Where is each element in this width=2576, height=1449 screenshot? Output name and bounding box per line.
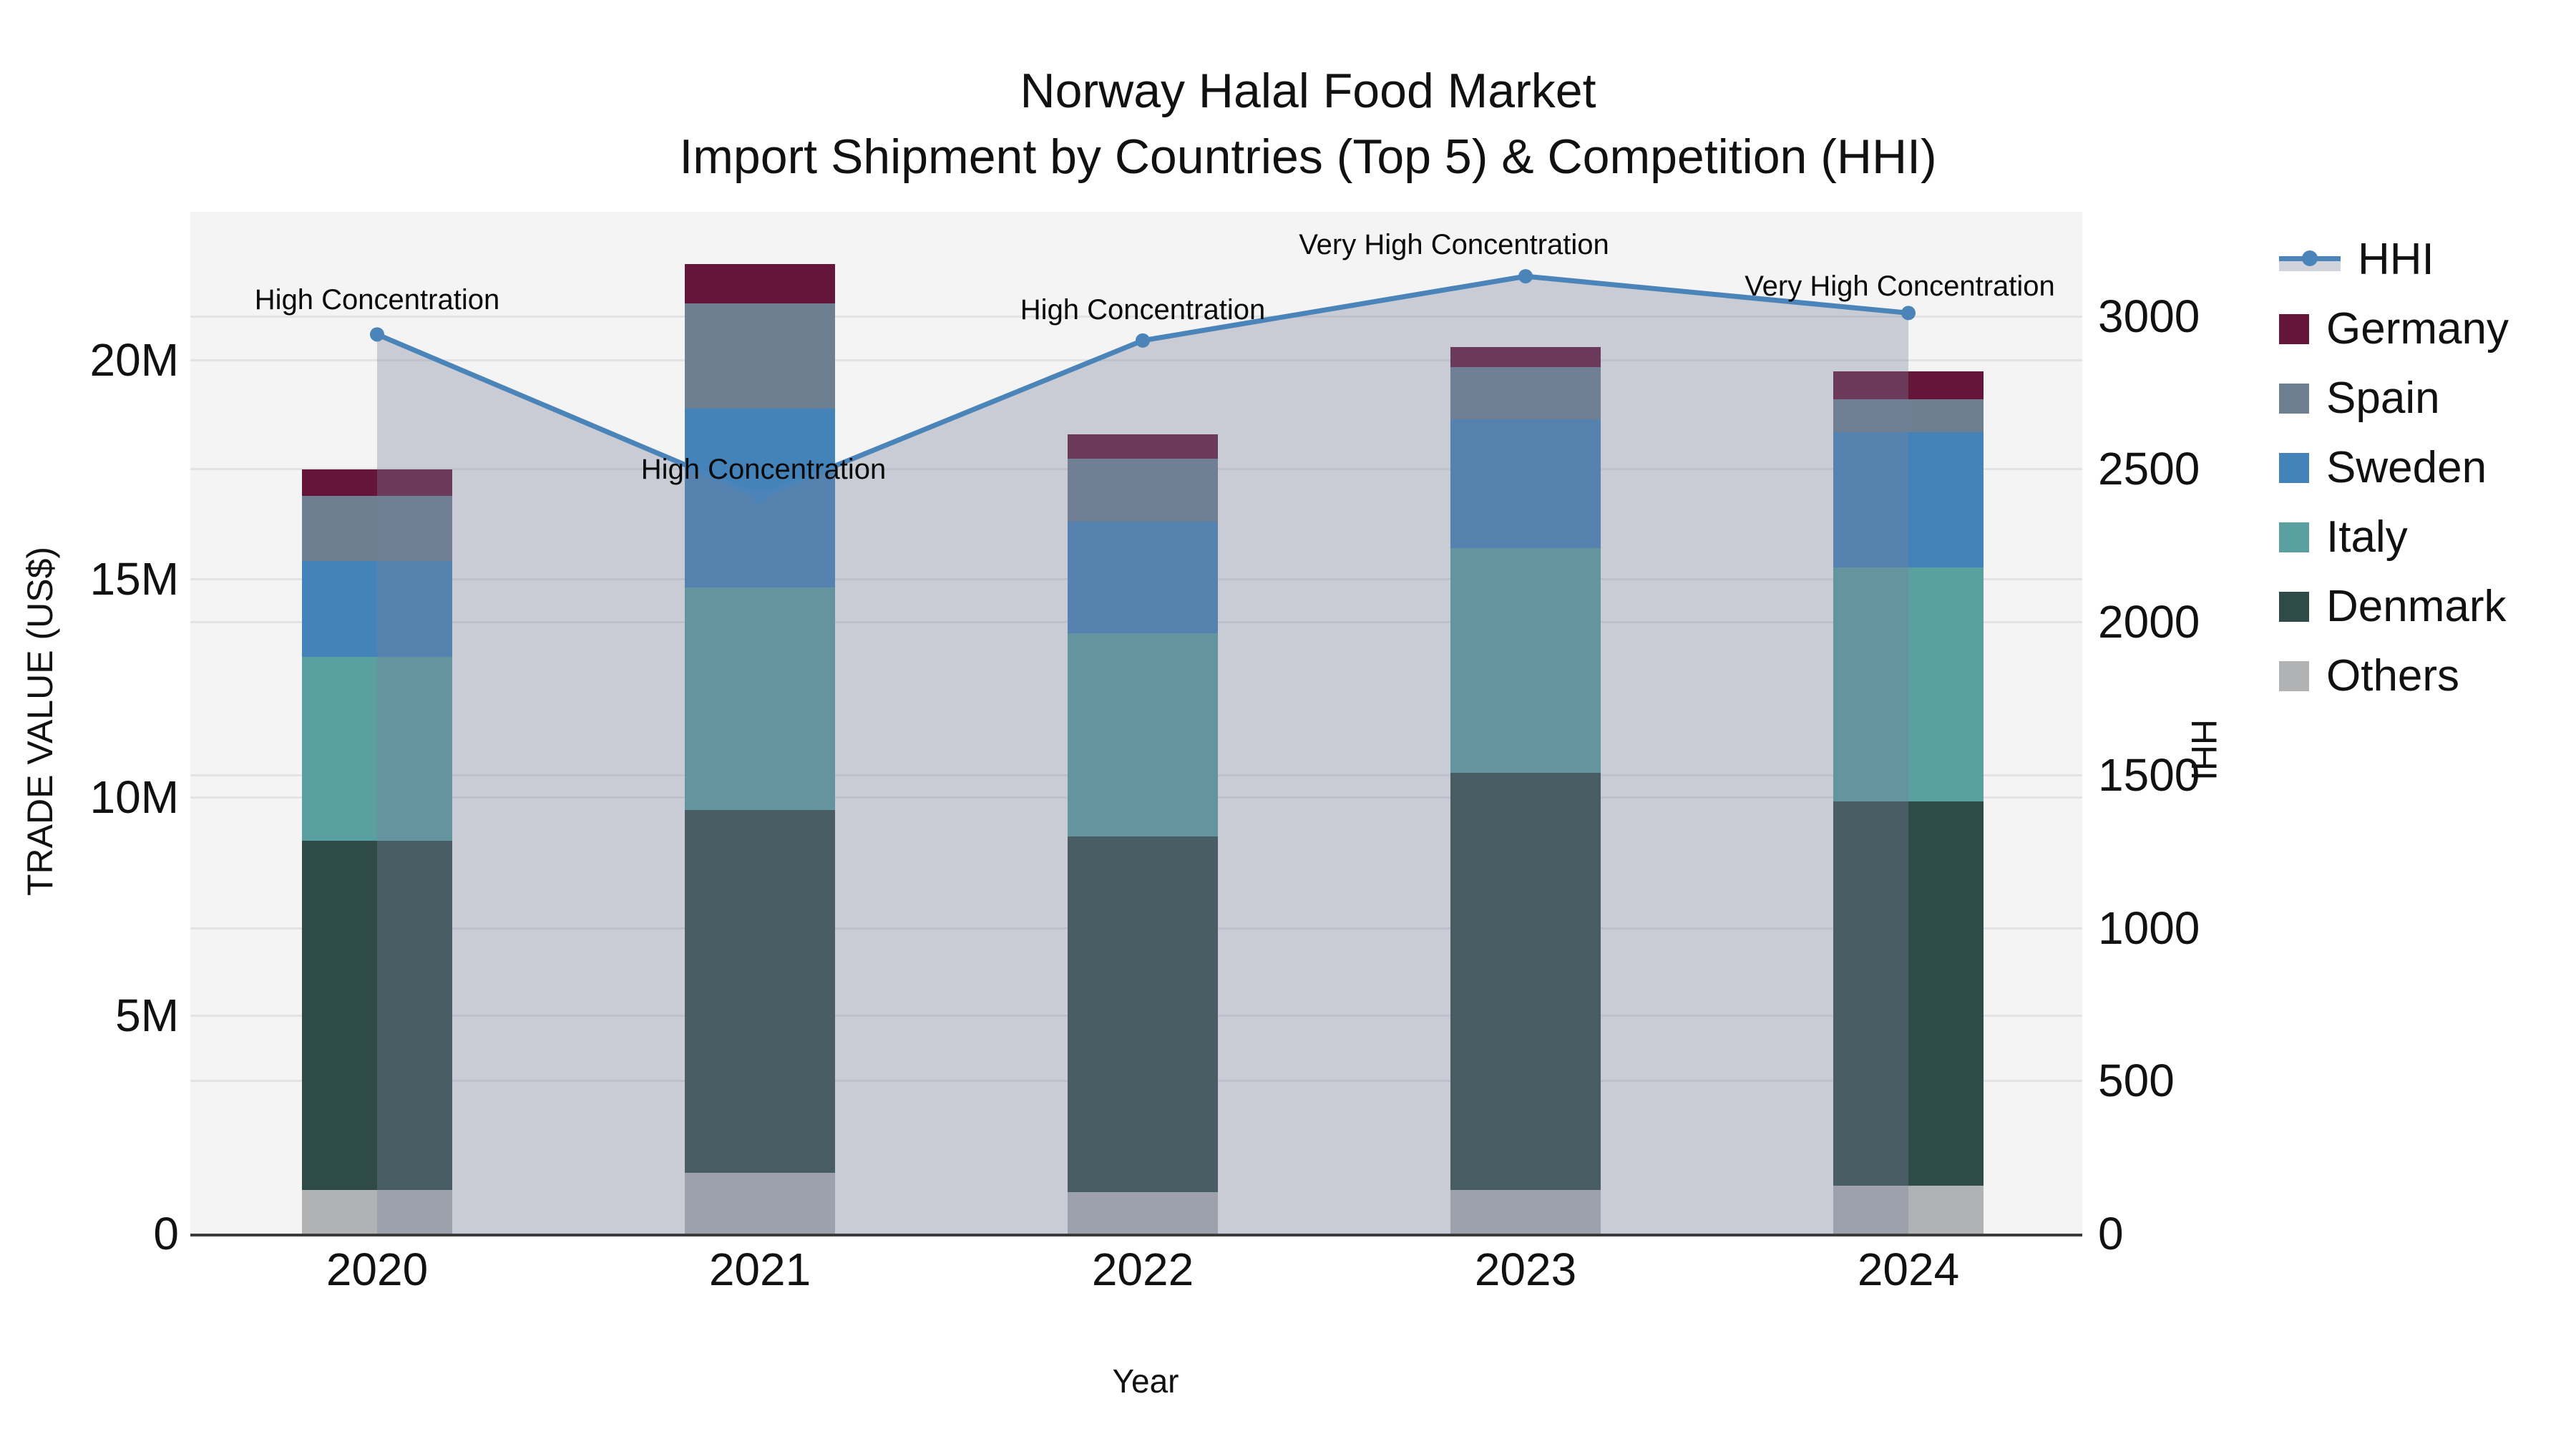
annotation-2020: High Concentration [254, 284, 500, 316]
hhi-line-icon [2279, 244, 2341, 275]
bar-segment-denmark-2021 [685, 810, 835, 1173]
legend-label-spain: Spain [2326, 373, 2440, 423]
legend-swatch-italy [2279, 522, 2309, 552]
legend-swatch-denmark [2279, 591, 2309, 622]
y-axis-right-tick-label: 0 [2098, 1208, 2124, 1259]
y-axis-left-tick-label: 5M [115, 989, 179, 1041]
legend-item-others: Others [2279, 641, 2509, 711]
legend-label-others: Others [2326, 650, 2460, 701]
y-axis-left-tick-label: 20M [89, 334, 180, 386]
bar-segment-italy-2022 [1068, 633, 1218, 836]
legend-item-denmark: Denmark [2279, 572, 2509, 641]
annotation-2024: Very High Concentration [1745, 270, 2055, 303]
annotation-2023: Very High Concentration [1299, 229, 1609, 261]
bar-segment-others-2021 [685, 1172, 835, 1234]
x-axis-title: Year [1112, 1362, 1179, 1400]
y-axis-right-tick-label: 500 [2098, 1055, 2175, 1107]
y-axis-right-tick-label: 1500 [2098, 748, 2200, 801]
legend-swatch-spain [2279, 383, 2309, 414]
bar-segment-germany-2024 [1833, 371, 1984, 400]
bar-segment-denmark-2020 [302, 840, 452, 1190]
legend-swatch-sweden [2279, 452, 2309, 483]
bar-segment-germany-2020 [302, 469, 452, 496]
bar-segment-sweden-2020 [302, 561, 452, 658]
bar-segment-others-2020 [302, 1189, 452, 1234]
bar-segment-italy-2023 [1450, 547, 1601, 774]
bar-segment-denmark-2024 [1833, 801, 1984, 1186]
legend-swatch-others [2279, 660, 2309, 691]
bar-segment-sweden-2023 [1450, 419, 1601, 548]
y-axis-left-tick-label: 15M [89, 552, 180, 605]
x-axis-tick-label: 2023 [1474, 1244, 1577, 1295]
bar-segment-spain-2023 [1450, 366, 1601, 419]
chart-subtitle: Import Shipment by Countries (Top 5) & C… [679, 130, 1937, 184]
x-axis-line [190, 1234, 2082, 1236]
y-axis-right-tick-label: 2000 [2098, 596, 2200, 648]
bar-segment-germany-2022 [1068, 434, 1218, 459]
y-axis-right-tick-label: 1000 [2098, 902, 2200, 954]
legend-item-sweden: Sweden [2279, 433, 2509, 502]
hhi-marker-swatch [2302, 250, 2318, 266]
legend: HHI Germany Spain Sweden Italy Denmark Others [2279, 225, 2509, 711]
legend-label-denmark: Denmark [2326, 581, 2507, 631]
bar-segment-spain-2020 [302, 495, 452, 562]
bar-segment-spain-2022 [1068, 458, 1218, 522]
x-axis-tick-label: 2020 [326, 1244, 429, 1295]
bar-segment-italy-2020 [302, 657, 452, 841]
legend-item-hhi: HHI [2279, 225, 2509, 294]
annotation-2021: High Concentration [640, 453, 887, 485]
legend-swatch-germany [2279, 313, 2309, 344]
y-axis-right-tick-label: 3000 [2098, 290, 2200, 342]
x-axis-tick-label: 2021 [708, 1244, 811, 1295]
bar-segment-sweden-2024 [1833, 432, 1984, 568]
legend-label-sweden: Sweden [2326, 442, 2487, 492]
legend-label-italy: Italy [2326, 512, 2408, 562]
bar-segment-denmark-2023 [1450, 773, 1601, 1190]
bar-segment-sweden-2021 [685, 408, 835, 587]
bar-segment-spain-2024 [1833, 399, 1984, 433]
bar-segment-others-2023 [1450, 1189, 1601, 1234]
gridline-trade-value [190, 359, 2082, 362]
x-axis-tick-label: 2024 [1857, 1244, 1960, 1295]
legend-label-germany: Germany [2326, 303, 2509, 353]
chart-title: Norway Halal Food Market [1020, 64, 1596, 118]
y-axis-left-tick-label: 10M [89, 771, 180, 823]
bar-segment-germany-2021 [685, 264, 835, 304]
bar-segment-spain-2021 [685, 303, 835, 409]
bar-segment-italy-2024 [1833, 567, 1984, 801]
y-axis-right-tick-label: 2500 [2098, 443, 2200, 495]
bar-segment-sweden-2022 [1068, 522, 1218, 633]
bar-segment-italy-2021 [685, 587, 835, 810]
bar-segment-others-2024 [1833, 1185, 1984, 1234]
annotation-2022: High Concentration [1020, 293, 1266, 326]
y-axis-left-tick-label: 0 [153, 1208, 179, 1259]
legend-item-italy: Italy [2279, 502, 2509, 572]
legend-item-germany: Germany [2279, 294, 2509, 364]
bar-segment-others-2022 [1068, 1192, 1218, 1234]
legend-label-hhi: HHI [2358, 234, 2434, 284]
legend-item-spain: Spain [2279, 364, 2509, 433]
bar-segment-denmark-2022 [1068, 836, 1218, 1193]
x-axis-tick-label: 2022 [1091, 1244, 1194, 1295]
bar-segment-germany-2023 [1450, 347, 1601, 367]
